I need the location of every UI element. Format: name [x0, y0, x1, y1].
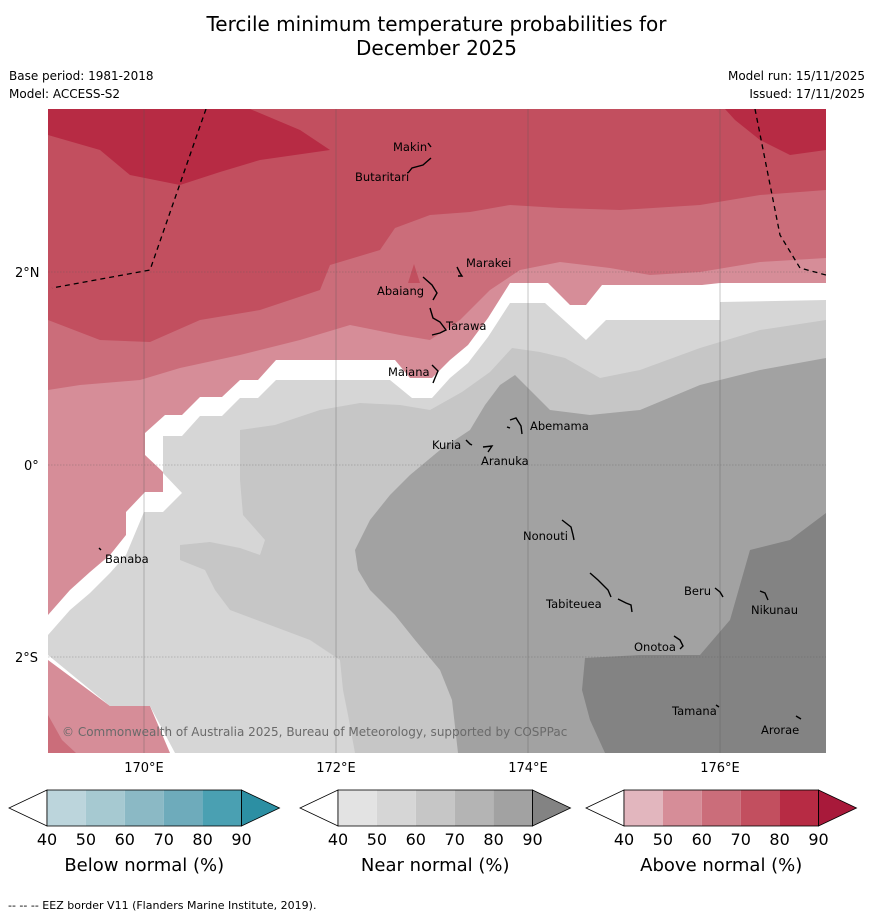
label-onotoa: Onotoa — [634, 640, 676, 654]
colorbar-above-over — [818, 789, 858, 827]
band-above-70-bottom-left — [48, 715, 76, 753]
colorbar-below: 40 50 60 70 80 90 Below normal (%) — [8, 789, 281, 876]
label-banaba: Banaba — [105, 552, 149, 566]
axis-labels: 2°N 0° 2°S 170°E 172°E 174°E 176°E — [15, 266, 740, 776]
colorbar-near-frame — [337, 789, 533, 827]
band-above-80-small-peak — [408, 264, 420, 283]
label-abemama: Abemama — [530, 419, 589, 433]
lon-label-170e: 170°E — [124, 761, 164, 776]
label-tabiteuea: Tabiteuea — [545, 597, 602, 611]
label-makin: Makin — [393, 140, 427, 154]
label-maiana: Maiana — [388, 365, 430, 379]
colorbar-below-tick: 60 — [115, 830, 135, 849]
colorbar-above-tick: 80 — [769, 830, 789, 849]
band-above-90 — [48, 109, 826, 185]
colorbar-below-segment — [202, 790, 242, 826]
title-line-1: Tercile minimum temperature probabilitie… — [206, 12, 667, 36]
colorbar-near-tick: 70 — [445, 830, 465, 849]
colorbar-above-label: Above normal (%) — [640, 855, 802, 876]
colorbar-near-tick: 80 — [483, 830, 503, 849]
colorbar-below-segment — [163, 790, 203, 826]
colorbar-above-tick: 90 — [808, 830, 828, 849]
colorbar-below-tick: 80 — [192, 830, 212, 849]
model-name: Model: ACCESS-S2 — [9, 87, 121, 101]
colorbar-below-segment — [124, 790, 164, 826]
model-run-date: Model run: 15/11/2025 — [727, 69, 865, 83]
colorbar-above-under — [585, 789, 625, 827]
label-tarawa: Tarawa — [445, 319, 486, 333]
colorbar-near-tick: 60 — [406, 830, 426, 849]
issued-date: Issued: 17/11/2025 — [749, 87, 865, 101]
colorbar-near-label: Near normal (%) — [361, 855, 510, 876]
copyright-notice: © Commonwealth of Australia 2025, Bureau… — [62, 725, 567, 739]
map-panel: Makin Butaritari Marakei Abaiang Tarawa … — [48, 109, 826, 753]
colorbar-above-tick: 60 — [692, 830, 712, 849]
colorbar-near-segment — [338, 790, 377, 826]
colorbar-above-frame — [623, 789, 819, 827]
lon-label-174e: 174°E — [508, 761, 548, 776]
gridlines — [48, 109, 826, 753]
label-abaiang: Abaiang — [377, 284, 424, 298]
label-tamana: Tamana — [671, 704, 717, 718]
colorbar-above-segment — [662, 790, 702, 826]
colorbar-above-segment — [624, 790, 663, 826]
colorbar-below-frame — [46, 789, 242, 827]
map-title: Tercile minimum temperature probabilitie… — [0, 12, 873, 60]
colorbar-near-segment — [454, 790, 494, 826]
base-period: Base period: 1981-2018 — [9, 69, 154, 83]
label-marakei: Marakei — [466, 256, 511, 270]
island-outlines — [98, 142, 802, 720]
label-nonouti: Nonouti — [523, 529, 568, 543]
label-aranuka: Aranuka — [481, 454, 529, 468]
colorbar-near-tick: 40 — [328, 830, 348, 849]
label-nikunau: Nikunau — [751, 603, 798, 617]
colorbar-below-over — [241, 789, 281, 827]
meta-right: Model run: 15/11/2025 Issued: 17/11/2025 — [728, 67, 865, 103]
lat-label-2s: 2°S — [15, 651, 38, 666]
label-kuria: Kuria — [432, 438, 461, 452]
colorbar-near-segment — [493, 790, 533, 826]
colorbar-near-under — [299, 789, 339, 827]
eez-footnote: -- -- -- EEZ border V11 (Flanders Marine… — [8, 899, 317, 912]
colorbar-below-tick: 50 — [76, 830, 96, 849]
colorbar-below-label: Below normal (%) — [64, 855, 224, 876]
eez-border-lines — [51, 109, 826, 289]
colorbar-above-segment — [779, 790, 819, 826]
title-line-2: December 2025 — [356, 36, 517, 60]
lat-label-0: 0° — [24, 459, 39, 474]
lat-label-2n: 2°N — [15, 266, 40, 281]
colorbar-above-tick: 50 — [653, 830, 673, 849]
label-beru: Beru — [684, 584, 711, 598]
colorbar-below-tick: 90 — [231, 830, 251, 849]
colorbar-above-segment — [740, 790, 780, 826]
meta-left: Base period: 1981-2018 Model: ACCESS-S2 — [9, 67, 154, 103]
colorbar-near-tick: 90 — [522, 830, 542, 849]
colorbar-near-tick: 50 — [367, 830, 387, 849]
colorbar-below-segment — [47, 790, 86, 826]
colorbar-above-tick: 70 — [731, 830, 751, 849]
colorbar-above: 40 50 60 70 80 90 Above normal (%) — [585, 789, 858, 876]
colorbar-near-over — [532, 789, 572, 827]
colorbar-above-segment — [701, 790, 741, 826]
lon-label-176e: 176°E — [700, 761, 740, 776]
band-near-80 — [582, 513, 826, 753]
colorbar-near: 40 50 60 70 80 90 Near normal (%) — [299, 789, 572, 876]
colorbar-above-tick: 40 — [614, 830, 634, 849]
colorbar-below-tick: 70 — [154, 830, 174, 849]
colorbars: 40 50 60 70 80 90 Below normal (%) 40 50 60 70 80 90… — [8, 789, 858, 876]
lon-label-172e: 172°E — [316, 761, 356, 776]
colorbar-near-segment — [415, 790, 455, 826]
colorbar-near-segment — [376, 790, 416, 826]
place-labels: Makin Butaritari Marakei Abaiang Tarawa … — [105, 140, 799, 737]
colorbar-below-tick: 40 — [37, 830, 57, 849]
label-arorae: Arorae — [761, 723, 799, 737]
label-butaritari: Butaritari — [355, 170, 409, 184]
colorbar-below-segment — [85, 790, 125, 826]
colorbar-below-under — [8, 789, 48, 827]
